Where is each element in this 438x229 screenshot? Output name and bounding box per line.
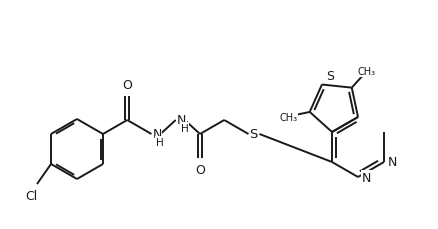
Text: N: N — [388, 156, 397, 169]
Text: CH₃: CH₃ — [357, 67, 375, 77]
Text: Cl: Cl — [25, 189, 37, 202]
Text: O: O — [122, 79, 132, 92]
Text: N: N — [177, 114, 186, 127]
Text: S: S — [250, 128, 258, 141]
Text: O: O — [195, 163, 205, 176]
Text: S: S — [326, 69, 334, 82]
Text: N: N — [152, 128, 162, 141]
Text: N: N — [362, 171, 371, 184]
Text: H: H — [181, 123, 189, 134]
Text: CH₃: CH₃ — [279, 112, 297, 122]
Text: H: H — [155, 137, 163, 147]
